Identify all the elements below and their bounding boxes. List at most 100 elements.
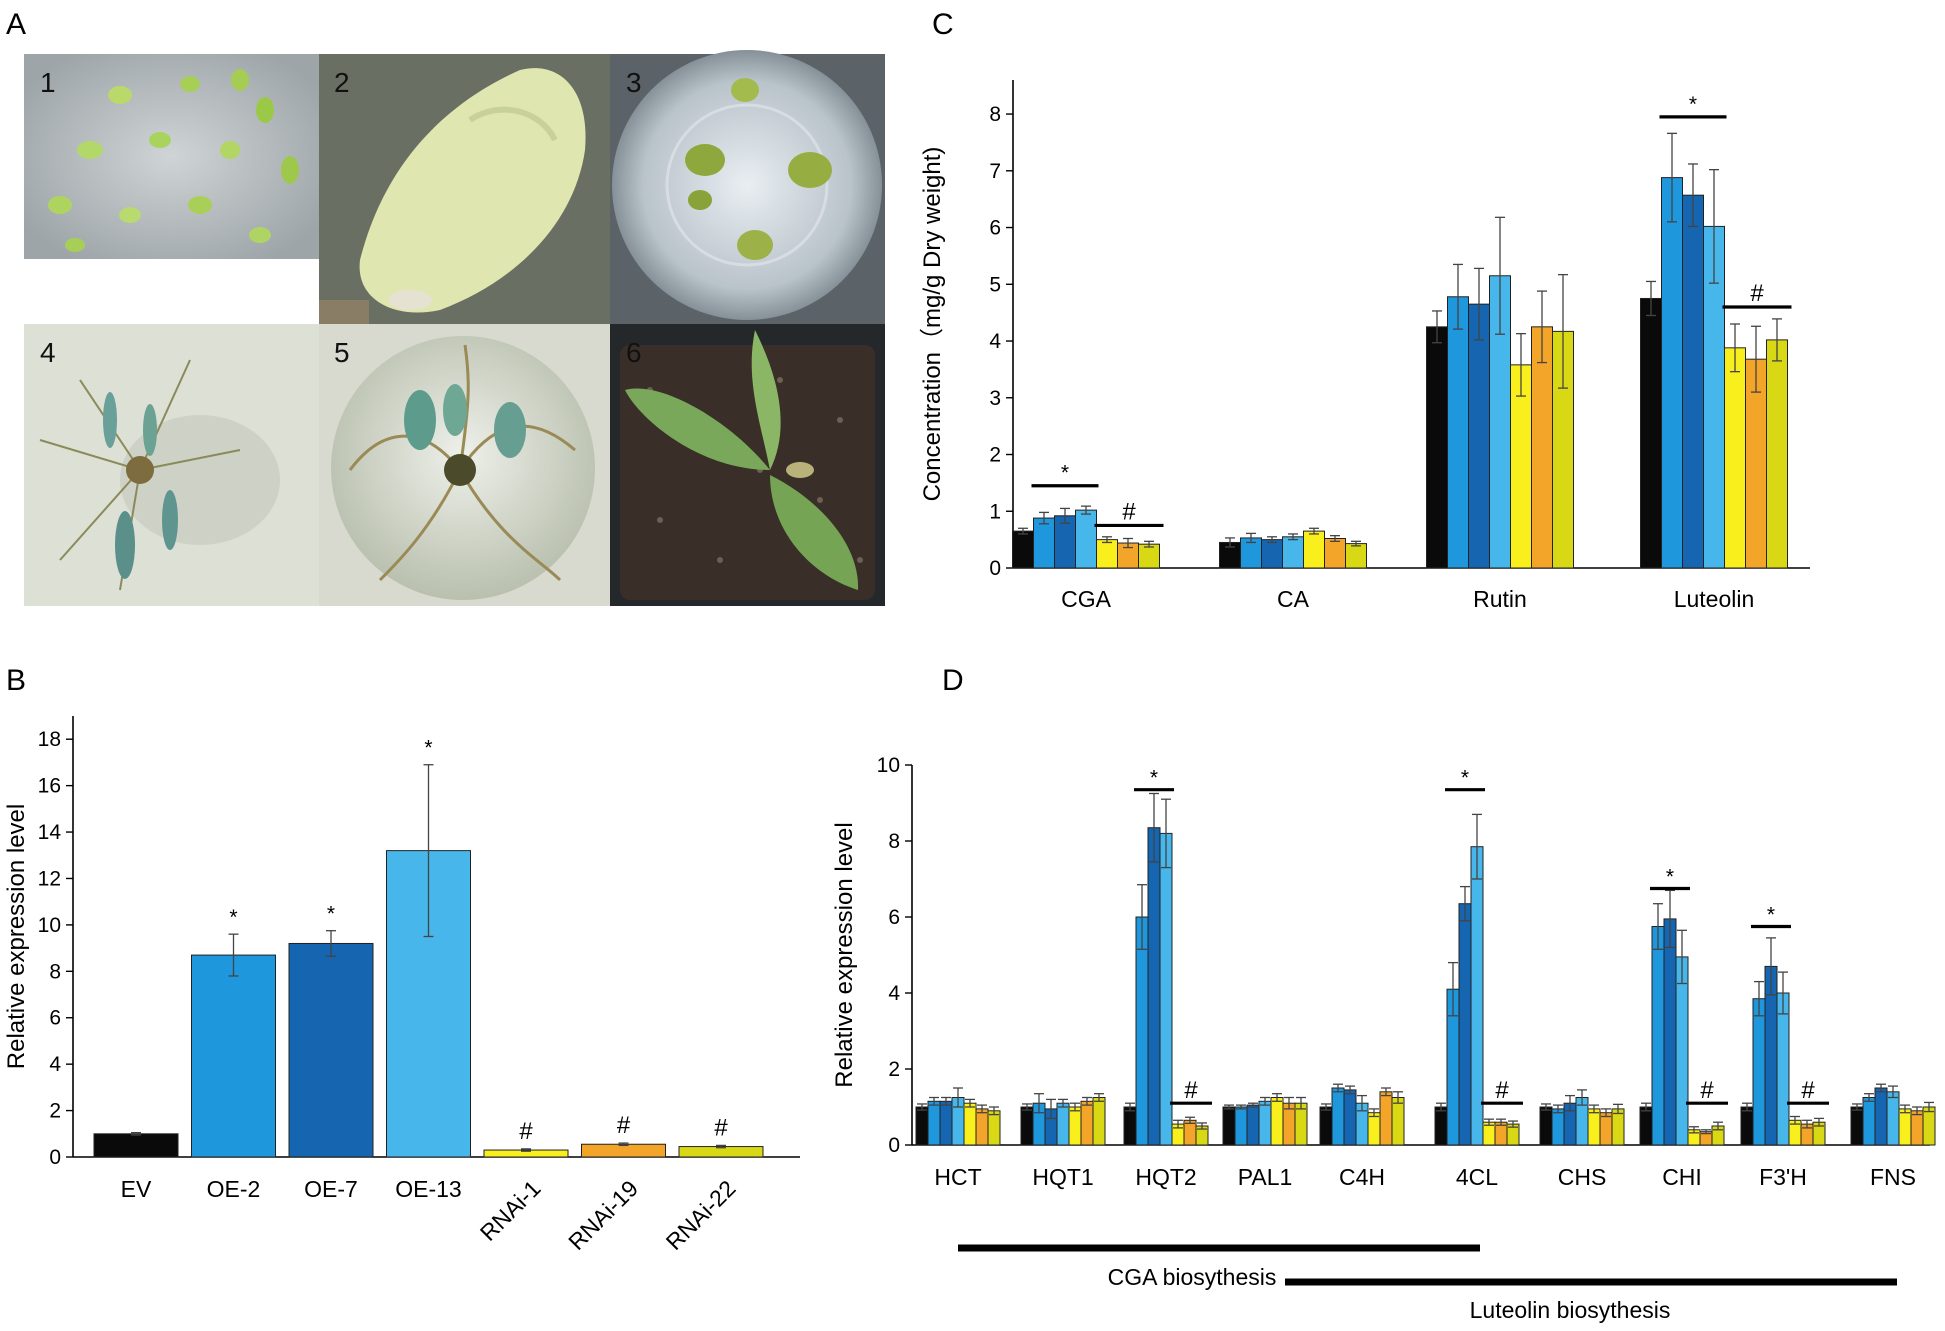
chart-b-bar-rnai-19 [581, 1143, 666, 1158]
chart-d-significance-marker: * [1767, 904, 1775, 927]
chart-b-ytick-label: 8 [49, 960, 61, 983]
chart-d-bar-hqt1-rnai-22 [1092, 1097, 1106, 1146]
chart-b-category-label: RNAi-19 [563, 1175, 643, 1255]
chart-c-bar-ca-rnai-22 [1345, 543, 1367, 569]
chart-d-bar-hqt1-rnai-1 [1068, 1106, 1082, 1146]
chart-d-bar-hct-oe-2 [927, 1100, 941, 1146]
chart-d-bar-pal1-ev [1222, 1106, 1236, 1146]
chart-c-ytick-label: 6 [989, 217, 1001, 240]
chart-c-significance-marker: * [1061, 462, 1069, 485]
chart-b-ytick-label: 16 [38, 775, 61, 798]
photo-number-6: 6 [626, 337, 642, 368]
chart-d-category-label: 4CL [1456, 1164, 1498, 1190]
chart-b-ytick-label: 12 [38, 867, 61, 890]
chart-d-bar-chs-rnai-22 [1611, 1108, 1625, 1146]
panel-label-c: C [932, 8, 954, 41]
chart-c-ytick-label: 0 [989, 557, 1001, 580]
chart-b-category-label: RNAi-22 [661, 1175, 741, 1255]
chart-d-ytick-label: 0 [888, 1134, 900, 1157]
chart-d-bar-chi-oe-7 [1663, 918, 1677, 1146]
chart-c-category-label: CA [1277, 586, 1310, 612]
chart-b-ytick-label: 0 [49, 1146, 61, 1169]
cga-pathway-label: CGA biosythesis [1108, 1264, 1277, 1290]
chart-d-category-label: HQT2 [1135, 1164, 1196, 1190]
chart-c-ytick-label: 4 [989, 330, 1001, 353]
chart-d-bar-fns-rnai-22 [1922, 1106, 1936, 1146]
chart-d-bar-fns-rnai-19 [1910, 1110, 1924, 1146]
chart-d-bar-hqt1-ev [1020, 1106, 1034, 1146]
chart-d-significance-marker: # [1184, 1077, 1198, 1104]
chart-d-category-label: C4H [1339, 1164, 1385, 1190]
photo-5-jar [319, 324, 610, 606]
chart-d-bar-hct-ev [915, 1106, 929, 1146]
chart-d-ytick-label: 2 [888, 1058, 900, 1081]
chart-d-category-label: HCT [934, 1164, 981, 1190]
chart-b-bar-oe-2 [191, 954, 276, 1158]
chart-d-bar-chi-oe-13 [1675, 956, 1689, 1146]
photo-number-3: 3 [626, 67, 642, 98]
chart-d-bar-fns-ev [1850, 1106, 1864, 1146]
chart-c-y-axis-title: Concentration（mg/g Dry weight) [919, 147, 946, 502]
chart-b-y-axis-title: Relative expression level [3, 804, 30, 1069]
chart-d-significance-marker: * [1461, 767, 1469, 790]
chart-c-bar-luteolin-oe-7 [1682, 194, 1704, 569]
photo-4-rooting [24, 324, 319, 606]
chart-d-category-label: PAL1 [1238, 1164, 1293, 1190]
panel-label-d: D [942, 664, 964, 697]
panel-label-a: A [6, 8, 26, 41]
chart-c-ytick-label: 7 [989, 160, 1001, 183]
chart-b-significance-oe-13: * [424, 737, 432, 760]
chart-d-bar-pal1-oe-7 [1246, 1104, 1260, 1146]
chart-d-bar-f3h-oe-2 [1752, 998, 1766, 1146]
chart-c-significance-marker: * [1689, 93, 1697, 116]
chart-b-ytick-label: 2 [49, 1100, 61, 1123]
chart-c-ytick-label: 5 [989, 273, 1001, 296]
chart-c-bar-ca-oe-13 [1282, 536, 1304, 569]
chart-d-category-label: CHS [1558, 1164, 1607, 1190]
chart-d-ytick-label: 8 [888, 830, 900, 853]
chart-d-bar-c4h-rnai-22 [1391, 1097, 1405, 1146]
chart-c-concentration: 0 1 2 3 4 5 6 7 8 Concentration（mg/g Dry weight) C… [919, 80, 1810, 612]
chart-d-bar-chs-ev [1539, 1106, 1553, 1146]
chart-b-bar-oe-7 [288, 942, 374, 1158]
chart-d-bar-4cl-oe-7 [1458, 903, 1472, 1146]
photo-number-4: 4 [40, 337, 56, 368]
chart-b-category-label: OE-7 [304, 1176, 358, 1202]
chart-b-bar-ev [93, 1133, 179, 1158]
chart-b-ytick-label: 14 [38, 821, 62, 844]
chart-c-bar-luteolin-rnai-22 [1766, 339, 1788, 569]
chart-b-significance-oe-7: * [327, 903, 335, 926]
chart-b-ytick-label: 18 [38, 728, 61, 751]
chart-d-bar-chs-oe-2 [1551, 1108, 1565, 1146]
chart-c-ytick-label: 8 [989, 103, 1001, 126]
chart-d-bar-c4h-oe-2 [1331, 1087, 1345, 1146]
chart-c-bar-ca-rnai-1 [1303, 530, 1325, 569]
chart-d-bar-fns-oe-2 [1862, 1097, 1876, 1146]
photo-panel: 1 2 3 4 5 6 [24, 50, 885, 606]
photo-number-1: 1 [40, 67, 56, 98]
chart-d-bar-hct-rnai-1 [963, 1102, 977, 1146]
chart-d-bar-c4h-oe-7 [1343, 1089, 1357, 1146]
chart-c-category-label: Rutin [1473, 586, 1527, 612]
chart-c-category-label: Luteolin [1674, 586, 1755, 612]
chart-d-bar-hct-rnai-19 [975, 1108, 989, 1146]
chart-b-category-label: OE-2 [207, 1176, 261, 1202]
chart-c-bar-rutin-oe-7 [1468, 303, 1490, 569]
chart-c-bar-cga-rnai-22 [1138, 543, 1160, 569]
chart-c-bar-rutin-ev [1426, 326, 1448, 569]
chart-d-ytick-label: 4 [888, 982, 900, 1005]
chart-d-bar-chs-rnai-1 [1587, 1108, 1601, 1146]
chart-d-bar-hqt2-ev [1123, 1106, 1137, 1146]
chart-b-category-label: RNAi-1 [475, 1175, 546, 1246]
chart-d-bar-c4h-rnai-1 [1367, 1112, 1381, 1146]
chart-c-significance-marker: # [1122, 498, 1136, 525]
photo-1-explants [24, 54, 319, 259]
chart-b-ytick-label: 4 [49, 1053, 61, 1076]
chart-d-category-label: HQT1 [1032, 1164, 1093, 1190]
chart-d-y-axis-title: Relative expression level [831, 822, 858, 1087]
photo-number-2: 2 [334, 67, 350, 98]
chart-d-significance-marker: * [1150, 767, 1158, 790]
chart-c-bar-ca-rnai-19 [1324, 537, 1346, 569]
chart-d-bar-fns-rnai-1 [1898, 1108, 1912, 1146]
